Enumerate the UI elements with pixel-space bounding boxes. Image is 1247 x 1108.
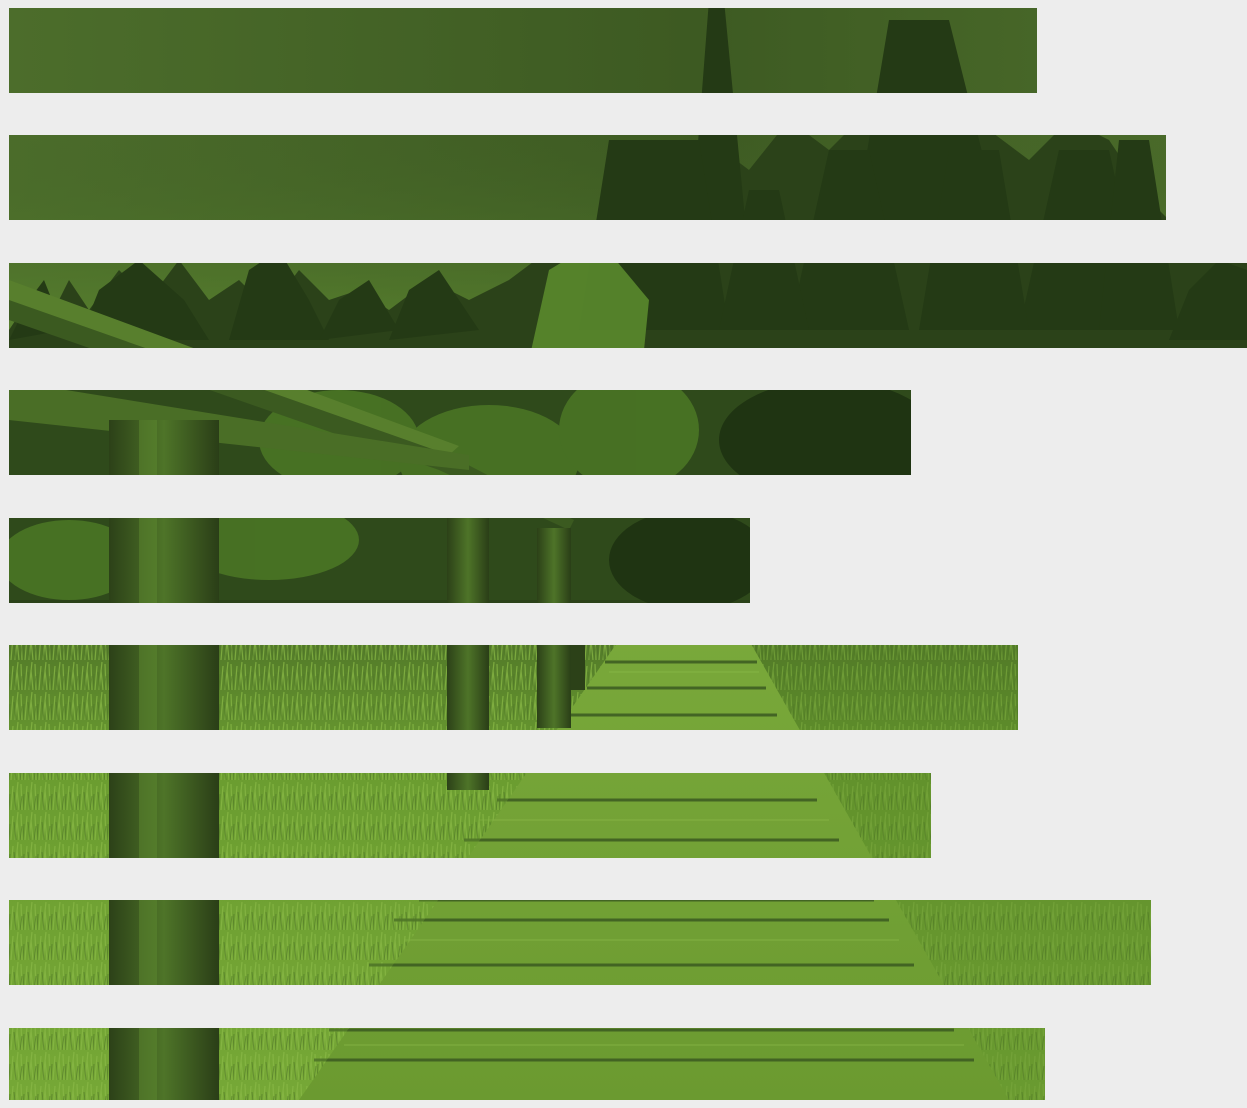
- photo-stripe-5: [9, 518, 750, 603]
- photo-stripe-2: [9, 135, 1166, 220]
- photo-stripe-7: [9, 773, 931, 858]
- photo-stripe-9: [9, 1028, 1045, 1108]
- photo-stripe-1: [9, 8, 1037, 93]
- photo-stripe-3: [9, 263, 1247, 348]
- photo-stripe-4: [9, 390, 911, 475]
- photo-stripe-8: [9, 900, 1151, 985]
- photo-stripe-6: [9, 645, 1018, 730]
